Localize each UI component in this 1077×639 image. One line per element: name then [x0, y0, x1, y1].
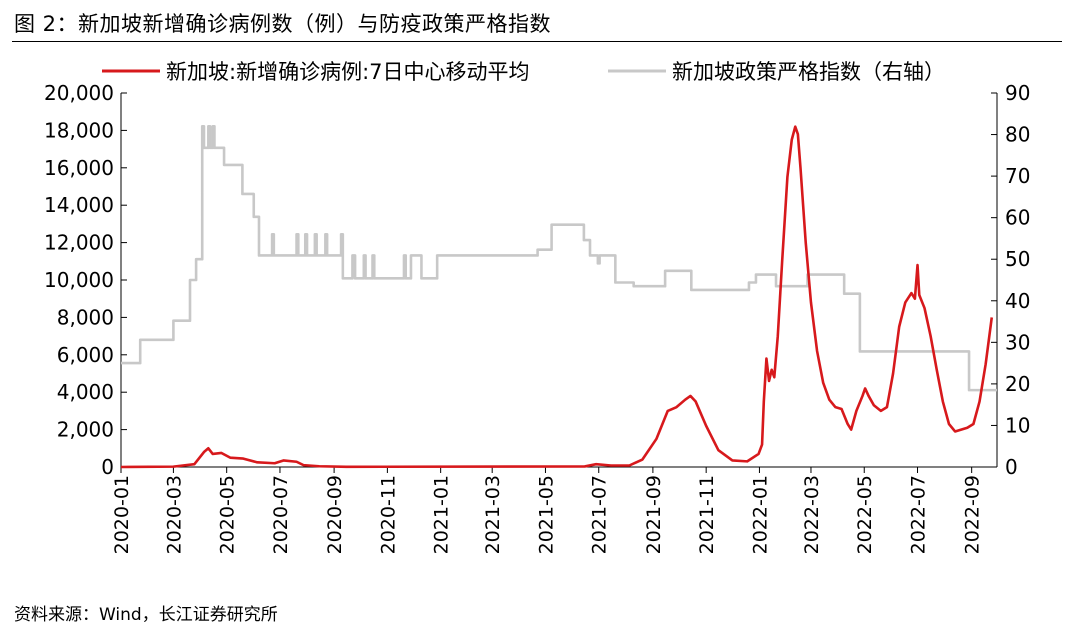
x-tick-label: 2020-11	[377, 475, 399, 554]
y-right-tick-label: 0	[1005, 455, 1018, 479]
y-right-tick-label: 40	[1005, 289, 1030, 313]
source-note: 资料来源：Wind，长江证券研究所	[14, 605, 278, 625]
title-underline	[12, 41, 1062, 42]
x-tick-label: 2022-05	[854, 475, 876, 554]
y-right-tick-label: 60	[1005, 206, 1030, 230]
y-right-tick-label: 80	[1005, 123, 1030, 147]
x-tick-label: 2022-09	[962, 475, 984, 554]
chart-title: 图 2：新加坡新增确诊病例数（例）与防疫政策严格指数	[14, 12, 552, 36]
series-line-cases	[120, 125, 994, 469]
y-left-tick-label: 6,000	[57, 343, 114, 367]
y-right-tick-label: 30	[1005, 330, 1030, 354]
x-tick-label: 2020-03	[163, 475, 185, 554]
legend-label-cases: 新加坡:新增确诊病例:7日中心移动平均	[166, 60, 530, 84]
x-tick-label: 2022-07	[908, 475, 930, 554]
x-tick-label: 2021-03	[482, 475, 504, 554]
x-tick-label: 2020-07	[270, 475, 292, 554]
y-left-tick-label: 20,000	[44, 81, 114, 105]
x-tick-label: 2020-05	[217, 475, 239, 554]
y-right-tick-label: 90	[1005, 81, 1030, 105]
y-right-tick-label: 10	[1005, 413, 1030, 437]
plot-lines	[120, 124, 997, 469]
x-tick-label: 2022-03	[801, 475, 823, 554]
y-left-tick-label: 16,000	[44, 156, 114, 180]
y-left-tick-label: 12,000	[44, 231, 114, 255]
y-left-tick-label: 8,000	[57, 305, 114, 329]
axes: 0 2,000 4,000 6,000 8,000 10,000 12,000 14,000 1…	[44, 81, 1030, 554]
y-left-tick-label: 4,000	[57, 380, 114, 404]
y-left-tick-label: 14,000	[44, 193, 114, 217]
y-right-tick-label: 50	[1005, 247, 1030, 271]
legend-label-stringency: 新加坡政策严格指数（右轴）	[672, 60, 945, 84]
x-tick-label: 2021-11	[696, 475, 718, 554]
y-left-tick-label: 10,000	[44, 268, 114, 292]
x-tick-label: 2022-01	[749, 475, 771, 554]
x-tick-label: 2021-01	[431, 475, 453, 554]
x-tick-label: 2020-01	[111, 475, 133, 554]
legend: 新加坡:新增确诊病例:7日中心移动平均 新加坡政策严格指数（右轴）	[102, 60, 945, 84]
x-tick-label: 2021-07	[589, 475, 611, 554]
x-tick-label: 2020-09	[324, 475, 346, 554]
series-line-stringency	[121, 124, 997, 392]
y-right-tick-label: 70	[1005, 164, 1030, 188]
x-tick-label: 2021-09	[643, 475, 665, 554]
y-right-tick-label: 20	[1005, 372, 1030, 396]
y-left-tick-label: 2,000	[57, 418, 114, 442]
y-left-tick-label: 18,000	[44, 118, 114, 142]
y-left-tick-label: 0	[101, 455, 114, 479]
x-tick-label: 2021-05	[535, 475, 557, 554]
